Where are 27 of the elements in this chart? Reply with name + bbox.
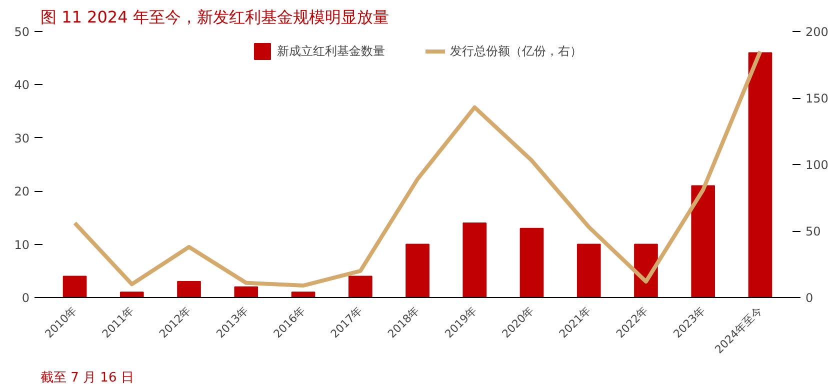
y2-tick-label: 200 xyxy=(806,25,828,39)
y-tick-label: 30 xyxy=(14,131,30,146)
bar xyxy=(520,228,544,298)
y-tick-label: 40 xyxy=(14,78,30,92)
bar xyxy=(348,276,372,298)
bar xyxy=(291,292,316,298)
chart-title: 图 11 2024 年至今，新发红利基金规模明显放量 xyxy=(40,8,389,26)
bar xyxy=(177,281,201,298)
legend-label: 新成立红利基金数量 xyxy=(277,42,385,60)
y-tick-label: 50 xyxy=(14,25,30,39)
bar xyxy=(120,292,144,298)
bar xyxy=(62,276,87,298)
y2-tick-label: 0 xyxy=(806,291,814,305)
y2-tick-label: 150 xyxy=(806,92,828,106)
y-tick-label: 10 xyxy=(14,238,30,252)
y2-tick-label: 50 xyxy=(806,224,821,238)
bar xyxy=(576,244,601,298)
y-tick-label: 0 xyxy=(22,291,30,305)
y2-tick-label: 100 xyxy=(806,158,828,172)
bar xyxy=(406,244,430,298)
bar xyxy=(748,52,772,298)
y-tick-label: 20 xyxy=(14,184,30,199)
bar xyxy=(691,185,716,298)
legend-label: 发行总份额（亿份，右） xyxy=(450,42,582,60)
bar xyxy=(462,222,487,298)
bar xyxy=(234,286,258,298)
text: 截至 7 月 16 日 xyxy=(40,370,134,386)
